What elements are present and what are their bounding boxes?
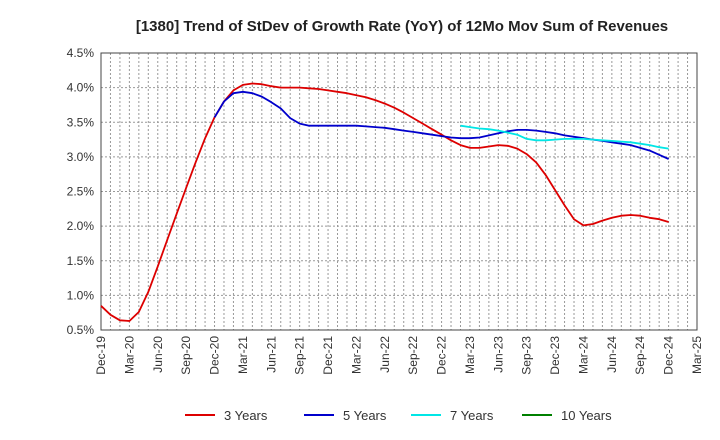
- y-tick-label: 2.0%: [67, 219, 95, 233]
- x-tick-label: Mar-20: [122, 336, 136, 374]
- x-tick-label: Sep-21: [293, 336, 307, 375]
- x-tick-label: Dec-23: [548, 336, 562, 375]
- legend: 3 Years 5 Years 7 Years 10 Years: [185, 408, 612, 423]
- y-tick-label: 3.5%: [67, 115, 95, 129]
- x-tick-label: Sep-22: [406, 336, 420, 375]
- x-tick-label: Jun-24: [605, 336, 619, 373]
- gridlines: [100, 52, 698, 331]
- y-tick-label: 3.0%: [67, 150, 95, 164]
- series-line-3-years: [100, 82, 669, 322]
- legend-label-3-years: 3 Years: [224, 408, 268, 423]
- x-tick-label: Mar-23: [463, 336, 477, 374]
- plot-frame: [100, 52, 698, 331]
- x-tick-label: Dec-24: [662, 336, 676, 375]
- x-tick-label: Sep-20: [179, 336, 193, 375]
- x-tick-label: Dec-21: [321, 336, 335, 375]
- x-tick-label: Dec-20: [208, 336, 222, 375]
- legend-label-7-years: 7 Years: [450, 408, 494, 423]
- x-axis: Dec-19 Mar-20 Jun-20 Sep-20 Dec-20 Mar-21 Jun-…: [94, 336, 704, 375]
- y-axis: 0.5% 1.0% 1.5% 2.0% 2.5% 3.0% 3.5% 4.0% 4.5%: [67, 46, 95, 337]
- y-tick-label: 0.5%: [67, 323, 95, 337]
- x-tick-label: Dec-22: [435, 336, 449, 375]
- legend-label-5-years: 5 Years: [343, 408, 387, 423]
- x-tick-label: Sep-24: [633, 336, 647, 375]
- x-tick-label: Mar-22: [349, 336, 363, 374]
- x-tick-label: Dec-19: [94, 336, 108, 375]
- y-tick-label: 2.5%: [67, 185, 95, 199]
- x-tick-label: Mar-24: [576, 336, 590, 374]
- y-tick-label: 1.5%: [67, 254, 95, 268]
- x-tick-label: Mar-25: [690, 336, 704, 374]
- x-tick-label: Mar-21: [236, 336, 250, 374]
- chart-title: [1380] Trend of StDev of Growth Rate (Yo…: [136, 18, 668, 35]
- x-tick-label: Jun-23: [491, 336, 505, 373]
- y-tick-label: 1.0%: [67, 288, 95, 302]
- legend-label-10-years: 10 Years: [561, 408, 612, 423]
- series-line-7-years: [460, 124, 669, 150]
- x-tick-label: Jun-22: [378, 336, 392, 373]
- x-tick-label: Sep-23: [520, 336, 534, 375]
- x-tick-label: Jun-20: [151, 336, 165, 373]
- x-tick-label: Jun-21: [264, 336, 278, 373]
- y-tick-label: 4.0%: [67, 81, 95, 95]
- y-tick-label: 4.5%: [67, 46, 95, 60]
- series-lines: [100, 82, 669, 322]
